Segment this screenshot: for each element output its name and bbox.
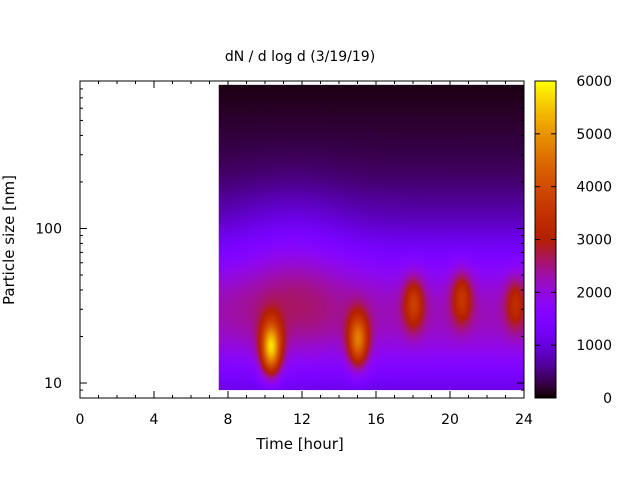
x-axis-label: Time [hour] bbox=[255, 435, 344, 453]
colorbar-gradient bbox=[535, 81, 556, 398]
y-axis-label: Particle size [nm] bbox=[0, 175, 18, 305]
colorbar-tick-label: 3000 bbox=[576, 233, 612, 249]
x-tick-label: 20 bbox=[441, 412, 459, 428]
y-tick-label: 100 bbox=[35, 221, 62, 237]
colorbar-tick-label: 5000 bbox=[576, 127, 612, 143]
y-axis: 10 100 bbox=[35, 88, 524, 392]
chart-title: dN / d log d (3/19/19) bbox=[225, 49, 375, 65]
colorbar: 0 1000 2000 3000 4000 5000 6000 bbox=[534, 74, 612, 407]
colorbar-tick-label: 6000 bbox=[576, 74, 612, 90]
colorbar-tick-label: 4000 bbox=[576, 180, 612, 196]
colorbar-tick-label: 0 bbox=[603, 391, 612, 407]
x-tick-label: 0 bbox=[76, 412, 85, 428]
x-tick-label: 12 bbox=[293, 412, 311, 428]
colorbar-tick-label: 2000 bbox=[576, 285, 612, 301]
x-axis: 0 4 8 12 16 20 24 bbox=[76, 81, 533, 428]
x-tick-label: 4 bbox=[150, 412, 159, 428]
heatmap-image bbox=[218, 84, 524, 391]
y-tick-label: 10 bbox=[44, 376, 62, 392]
colorbar-tick-label: 1000 bbox=[576, 338, 612, 354]
plot-area bbox=[218, 84, 524, 391]
colorbar-ticks: 0 1000 2000 3000 4000 5000 6000 bbox=[535, 74, 612, 407]
x-tick-label: 8 bbox=[224, 412, 233, 428]
x-tick-label: 16 bbox=[367, 412, 385, 428]
x-tick-label: 24 bbox=[515, 412, 533, 428]
